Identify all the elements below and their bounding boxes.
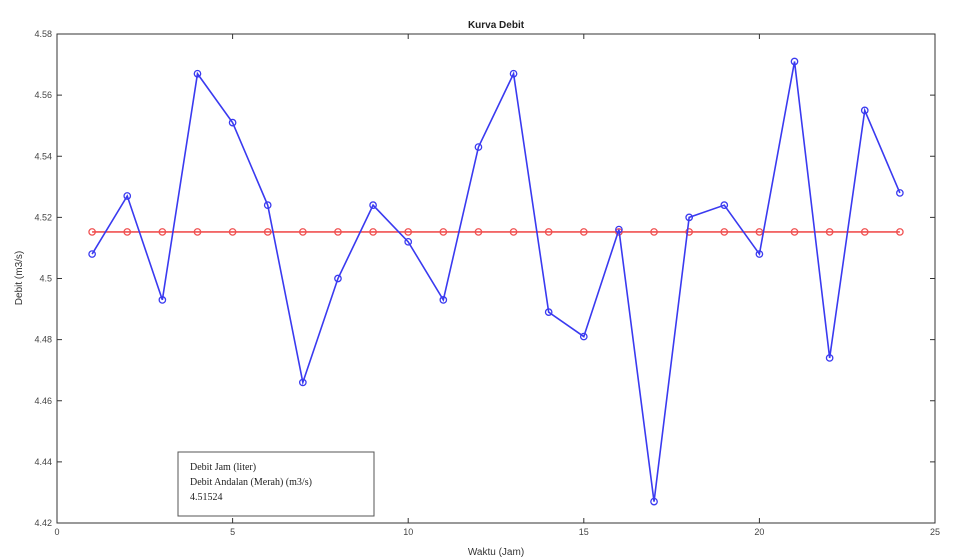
data-point-debit-jam [193, 69, 202, 78]
y-tick-label: 4.54 [34, 151, 52, 161]
y-tick-label: 4.5 [39, 274, 52, 284]
y-tick-label: 4.46 [34, 396, 52, 406]
data-point-debit-jam [615, 225, 623, 234]
x-tick-label: 20 [754, 527, 764, 537]
series-layer [88, 57, 904, 506]
data-point-debit-andalan [228, 228, 237, 236]
data-point-debit-andalan [790, 228, 799, 236]
data-point-debit-andalan [825, 228, 834, 236]
y-axis-ticks: 4.42 4.44 4.46 4.48 4.5 4.52 4.54 4.56 4.58 [34, 29, 935, 528]
data-point-debit-andalan [193, 228, 202, 236]
data-point-debit-jam [579, 332, 588, 341]
data-point-debit-andalan [755, 228, 764, 236]
x-tick-label: 15 [579, 527, 589, 537]
data-point-debit-jam [158, 296, 167, 304]
chart-title: Kurva Debit [468, 20, 525, 31]
data-point-debit-jam [860, 106, 869, 115]
data-point-debit-jam [755, 250, 764, 258]
x-axis-label: Waktu (Jam) [468, 547, 524, 558]
data-point-debit-andalan [685, 228, 694, 236]
data-point-debit-jam [544, 308, 553, 316]
x-tick-label: 0 [54, 527, 59, 537]
data-point-debit-andalan [579, 228, 588, 236]
data-point-debit-jam [334, 274, 342, 283]
x-axis-ticks: 0 5 10 15 20 25 [54, 34, 940, 537]
data-point-debit-andalan [544, 228, 553, 236]
data-point-debit-jam [825, 354, 834, 362]
data-point-debit-jam [685, 213, 694, 222]
data-point-debit-andalan [720, 228, 729, 236]
data-point-debit-andalan [88, 228, 96, 236]
legend-entry-1: Debit Jam (liter) [190, 462, 256, 473]
data-point-debit-andalan [860, 228, 869, 236]
data-point-debit-jam [369, 201, 377, 209]
data-point-debit-jam [509, 69, 518, 78]
y-tick-label: 4.48 [34, 335, 52, 345]
data-point-debit-jam [404, 237, 413, 246]
data-point-debit-jam [650, 497, 658, 506]
data-point-debit-andalan [650, 228, 658, 236]
data-point-debit-jam [298, 378, 307, 387]
data-point-debit-jam [720, 201, 729, 209]
data-point-debit-andalan [509, 228, 518, 236]
data-point-debit-andalan [263, 228, 272, 236]
x-tick-label: 10 [403, 527, 413, 537]
data-point-debit-jam [88, 250, 96, 258]
data-point-debit-andalan [404, 228, 413, 236]
y-tick-label: 4.58 [34, 29, 52, 39]
data-point-debit-andalan [474, 228, 483, 236]
data-point-debit-jam [123, 192, 132, 200]
data-point-debit-jam [790, 57, 799, 66]
y-tick-label: 4.44 [34, 457, 52, 467]
data-point-debit-jam [896, 189, 904, 197]
x-tick-label: 5 [230, 527, 235, 537]
data-point-debit-jam [263, 201, 272, 209]
legend-entry-3: 4.51524 [190, 492, 223, 503]
plot-area [56, 33, 936, 524]
series-line-debit-jam [91, 61, 901, 502]
data-point-debit-andalan [298, 228, 307, 236]
legend-box [177, 451, 375, 517]
legend: Debit Jam (liter) Debit Andalan (Merah) … [177, 451, 375, 517]
data-point-debit-andalan [123, 228, 132, 236]
data-point-debit-andalan [439, 228, 448, 236]
x-tick-label: 25 [930, 527, 940, 537]
y-tick-label: 4.56 [34, 90, 52, 100]
data-point-debit-andalan [369, 228, 377, 236]
data-point-debit-andalan [334, 228, 342, 236]
y-tick-label: 4.42 [34, 518, 52, 528]
y-axis-label: Debit (m3/s) [14, 251, 25, 305]
y-tick-label: 4.52 [34, 212, 52, 222]
data-point-debit-jam [228, 118, 237, 127]
data-point-debit-andalan [896, 228, 904, 236]
data-point-debit-andalan [158, 228, 167, 236]
data-point-debit-jam [439, 296, 448, 304]
legend-entry-2: Debit Andalan (Merah) (m3/s) [190, 477, 312, 488]
data-point-debit-jam [474, 143, 483, 151]
